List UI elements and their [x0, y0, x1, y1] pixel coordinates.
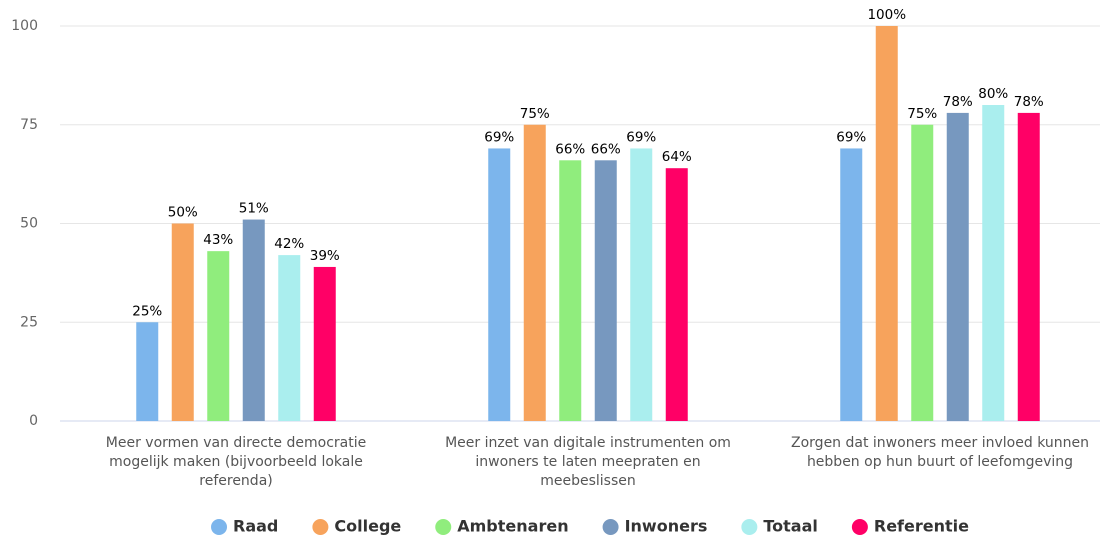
bar: [982, 105, 1005, 421]
legend-label: Raad: [233, 517, 278, 536]
data-label: 78%: [943, 94, 973, 110]
data-label: 69%: [626, 129, 656, 145]
x-tick-label: Meer vormen van directe democratie mogeli…: [106, 435, 366, 489]
data-label: 64%: [662, 149, 692, 165]
bar: [207, 251, 230, 421]
data-label: 50%: [168, 205, 198, 221]
y-tick-label: 75: [20, 117, 38, 133]
legend-label: Inwoners: [625, 517, 708, 536]
bar: [594, 160, 617, 422]
data-label: 39%: [310, 248, 340, 264]
legend-marker: [741, 519, 758, 535]
legend-label: College: [334, 517, 401, 536]
bar: [630, 148, 653, 421]
legend-marker: [851, 519, 868, 535]
data-label: 69%: [484, 129, 514, 145]
legend-marker: [602, 519, 619, 535]
bar: [278, 255, 301, 421]
data-label: 75%: [520, 106, 550, 122]
y-tick-label: 0: [29, 413, 38, 429]
data-label: 66%: [555, 141, 585, 157]
bar: [313, 266, 336, 421]
bar: [1017, 112, 1040, 422]
data-label: 100%: [867, 7, 906, 23]
bar: [946, 112, 969, 422]
y-tick-label: 50: [20, 216, 38, 232]
data-label: 69%: [836, 129, 866, 145]
legend-label: Referentie: [874, 517, 969, 536]
bar: [488, 148, 511, 421]
legend-marker: [312, 519, 329, 535]
legend-marker: [435, 519, 452, 535]
legend: Raad College Ambtenaren Inwoners Totaal Refer…: [211, 517, 969, 536]
y-tick-label: 100: [11, 18, 38, 34]
data-label: 51%: [239, 201, 269, 217]
data-label: 43%: [203, 232, 233, 248]
y-tick-label: 25: [20, 314, 38, 330]
legend-marker: [211, 519, 228, 535]
bar: [171, 223, 194, 421]
data-label: 25%: [132, 303, 162, 319]
bar: [136, 322, 159, 421]
x-tick-label: Meer inzet van digitale instrumenten om i…: [445, 435, 731, 489]
bar: [665, 168, 688, 421]
bar: [911, 124, 934, 421]
data-label: 42%: [274, 236, 304, 252]
bar: [242, 219, 265, 421]
bar: [840, 148, 863, 421]
x-tick-label: Zorgen dat inwoners meer invloed kunnen h…: [791, 435, 1089, 470]
data-label: 75%: [907, 106, 937, 122]
legend-label: Ambtenaren: [457, 517, 568, 536]
bar: [523, 124, 546, 421]
data-label: 66%: [591, 141, 621, 157]
bar: [875, 26, 898, 421]
legend-label: Totaal: [763, 517, 818, 536]
data-label: 80%: [978, 86, 1008, 102]
bar: [559, 160, 582, 422]
data-label: 78%: [1014, 94, 1044, 110]
